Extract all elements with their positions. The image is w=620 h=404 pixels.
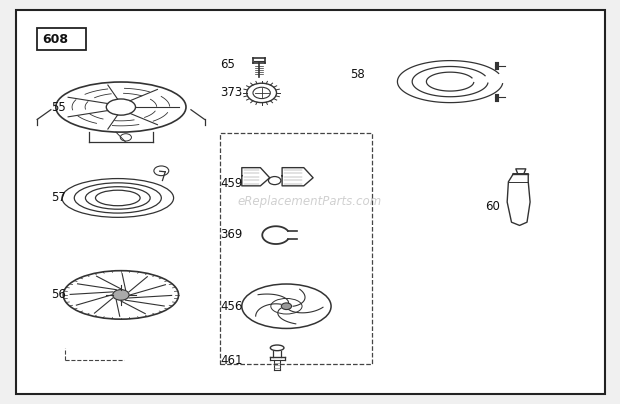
Text: 56: 56 (51, 288, 66, 301)
Text: 57: 57 (51, 191, 66, 204)
FancyBboxPatch shape (16, 10, 604, 394)
Text: 369: 369 (220, 228, 242, 241)
Text: 461: 461 (220, 354, 242, 367)
FancyBboxPatch shape (37, 28, 86, 50)
Text: 65: 65 (220, 58, 235, 71)
Text: 373: 373 (220, 86, 242, 99)
Text: 55: 55 (51, 101, 66, 114)
Ellipse shape (113, 290, 129, 300)
Text: 456: 456 (220, 300, 242, 313)
Text: 60: 60 (485, 200, 500, 213)
Text: 58: 58 (350, 68, 365, 81)
Bar (220, 133, 372, 364)
Text: 608: 608 (42, 33, 68, 46)
Circle shape (281, 303, 291, 309)
Text: eReplacementParts.com: eReplacementParts.com (238, 196, 382, 208)
Text: 459: 459 (220, 177, 242, 190)
